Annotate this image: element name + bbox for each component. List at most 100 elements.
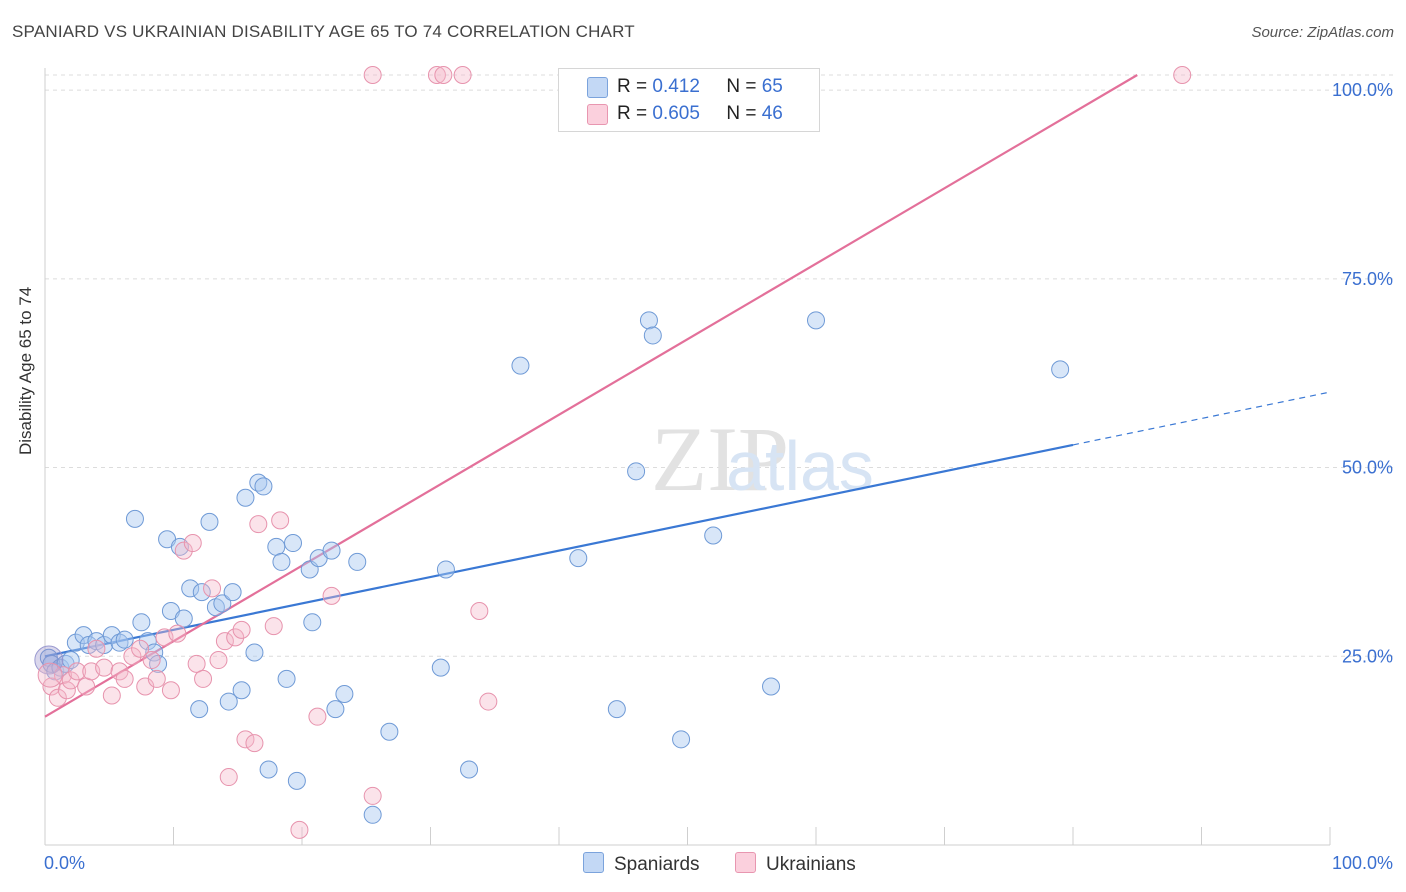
point-ukrainians [57,681,76,700]
source-label: Source: ZipAtlas.com [1251,24,1394,41]
point-ukrainians [271,511,290,530]
point-spaniards [607,700,626,719]
point-spaniards [272,552,291,571]
point-spaniards [762,677,781,696]
point-ukrainians [434,66,453,84]
point-spaniards [181,579,200,598]
legend-swatch-pink [587,104,608,125]
point-ukrainians [219,768,238,787]
point-ukrainians [161,681,180,700]
point-spaniards [1051,360,1070,379]
legend-item-ukrainians: Ukrainians [735,852,856,876]
point-ukrainians [37,662,63,688]
point-spaniards [192,583,211,602]
y-axis-label: Disability Age 65 to 74 [16,286,35,455]
point-ukrainians [236,730,255,749]
point-ukrainians [290,820,309,839]
point-spaniards [254,477,273,496]
trend-line-spaniards-extension [1072,391,1331,446]
point-ukrainians [183,534,202,553]
point-ukrainians [470,601,489,620]
point-spaniards [335,685,354,704]
y-tick-label: 75.0% [1342,269,1393,289]
point-ukrainians [1173,66,1192,84]
point-ukrainians [194,669,213,688]
point-spaniards [232,681,251,700]
watermark: ZIP [651,408,789,510]
r-value: 0.605 [652,103,700,124]
point-spaniards [303,613,322,632]
point-ukrainians [363,786,382,805]
legend-label: Spaniards [614,854,700,875]
point-ukrainians [61,671,80,690]
point-spaniards [138,632,157,651]
point-ukrainians [453,66,472,84]
point-spaniards [284,534,303,553]
point-ukrainians [115,669,134,688]
point-ukrainians [322,586,341,605]
r-label: R = [617,76,653,97]
r-value: 0.412 [652,76,700,97]
point-spaniards [569,549,588,568]
data-points [34,66,1192,839]
trend-line-spaniards [44,443,1074,658]
point-ukrainians [215,632,234,651]
correlation-legend: R = 0.412 N = 65 R = 0.605 N = 46 [558,68,820,132]
n-value: 65 [761,76,783,97]
point-spaniards [267,537,286,556]
point-ukrainians [77,677,96,696]
point-spaniards [322,541,341,560]
point-spaniards [132,613,151,632]
point-ukrainians [245,734,264,753]
watermark-suffix: atlas [726,427,874,505]
grid-lines [45,74,1395,657]
legend-swatch-pink [735,852,756,873]
point-spaniards [145,643,164,662]
tick-labels: 25.0% 50.0% 75.0% 100.0% 0.0% 100.0% [44,80,1393,873]
point-ukrainians [226,628,245,647]
point-spaniards [287,771,306,790]
x-tick-label: 100.0% [1332,853,1393,873]
point-ukrainians [168,624,187,643]
point-spaniards [115,630,134,649]
n-label: N = [726,76,762,97]
n-label: N = [726,103,762,124]
point-spaniards [277,669,296,688]
legend-swatch-blue [587,77,608,98]
legend-label: Ukrainians [766,854,856,875]
point-ukrainians [232,620,251,639]
trend-lines [44,74,1331,718]
legend-item-spaniards: Spaniards [583,852,700,876]
point-spaniards [460,760,479,779]
series-legend: Spaniards Ukrainians [0,852,1406,878]
point-ukrainians [363,66,382,84]
x-tick-label: 0.0% [44,853,85,873]
point-spaniards [643,326,662,345]
point-spaniards [174,609,193,628]
point-spaniards [110,633,129,652]
point-ukrainians [102,686,121,705]
point-ukrainians [174,541,193,560]
point-ukrainians [131,639,150,658]
point-spaniards [245,643,264,662]
point-spaniards [627,462,646,481]
point-ukrainians [308,707,327,726]
point-spaniards [807,311,825,330]
point-ukrainians [187,654,206,673]
point-spaniards [61,651,80,670]
legend-swatch-blue [583,852,604,873]
point-spaniards [380,722,399,741]
point-spaniards [223,583,242,602]
point-ukrainians [95,658,114,677]
y-tick-label: 25.0% [1342,646,1393,666]
point-ukrainians [264,617,283,636]
point-ukrainians [68,662,87,681]
point-spaniards [213,594,232,613]
point-spaniards [672,730,691,749]
point-spaniards [436,560,455,579]
point-ukrainians [249,515,268,534]
r-label: R = [617,103,653,124]
point-spaniards [326,700,345,719]
y-tick-label: 100.0% [1332,80,1393,100]
